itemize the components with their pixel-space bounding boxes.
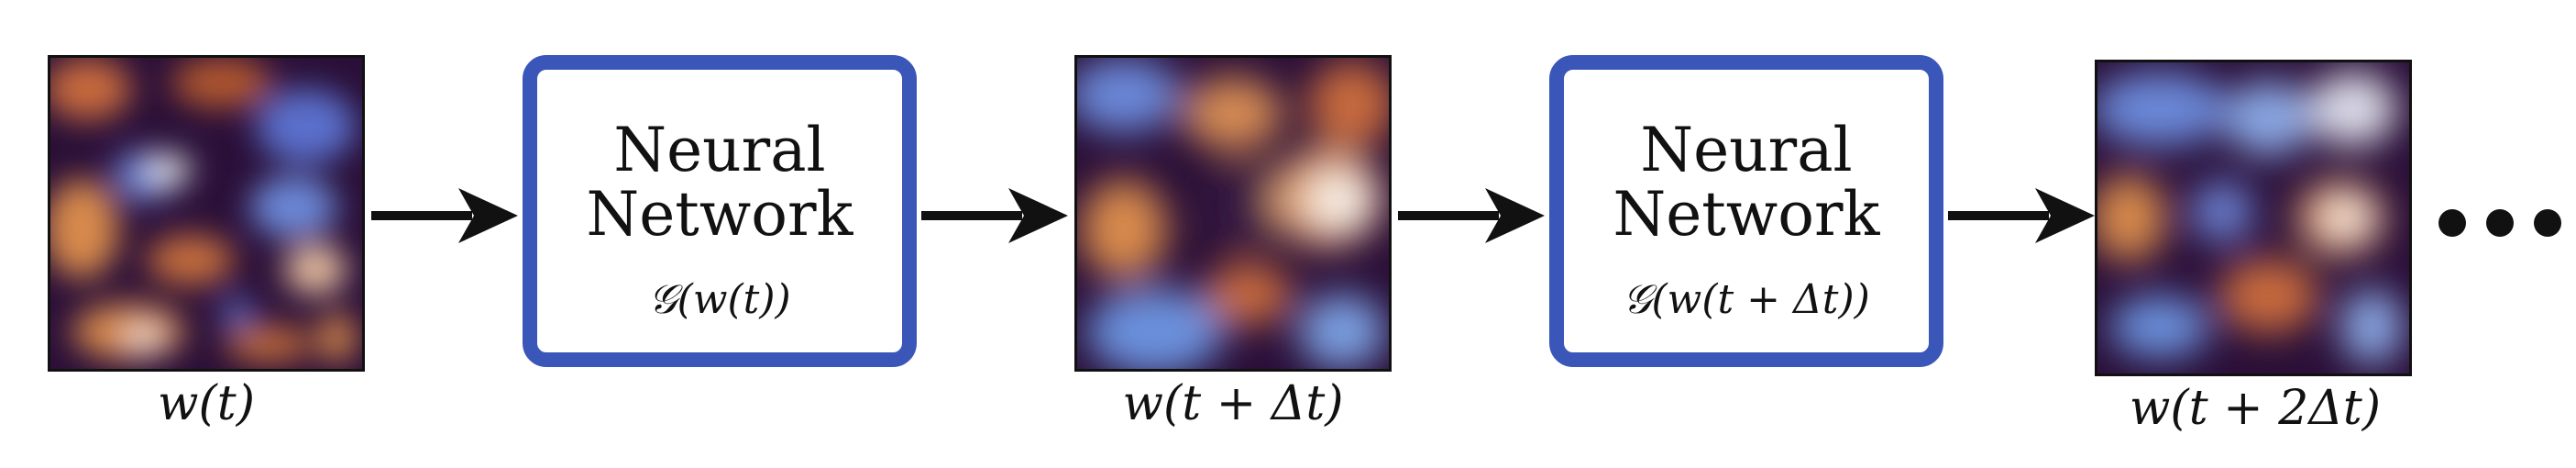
dot (2438, 209, 2466, 237)
arrow-right-icon (1948, 188, 2095, 243)
arrow-right-icon (1398, 188, 1545, 243)
field-label: w(t + Δt) (1050, 376, 1416, 431)
label-text: w(t + 2Δt) (2129, 381, 2382, 436)
field-label: w(t + 2Δt) (2067, 381, 2443, 436)
dot (2486, 209, 2514, 237)
ellipsis-icon (2438, 209, 2561, 237)
vorticity-field-t-plus-2dt (2095, 60, 2412, 376)
neural-network-box: Neural Network 𝒢(w(t)) (523, 55, 917, 367)
label-text: w(t) (158, 376, 255, 431)
dot (2534, 209, 2561, 237)
network-title-line2: Network (1613, 179, 1880, 250)
network-title-line1: Neural (1640, 115, 1853, 185)
neural-network-box: Neural Network 𝒢(w(t + Δt)) (1549, 55, 1943, 367)
arrow-right-icon (371, 188, 518, 243)
network-title-line1: Neural (613, 115, 826, 185)
field-label: w(t) (48, 376, 365, 431)
arrow-right-icon (921, 188, 1068, 243)
vorticity-field-t-plus-dt (1074, 55, 1392, 372)
network-title-line2: Network (586, 179, 853, 250)
network-formula: 𝒢(w(t)) (648, 276, 791, 323)
label-text: w(t + Δt) (1122, 376, 1344, 431)
vorticity-field-t (48, 55, 365, 372)
network-formula: 𝒢(w(t + Δt)) (1623, 276, 1870, 323)
